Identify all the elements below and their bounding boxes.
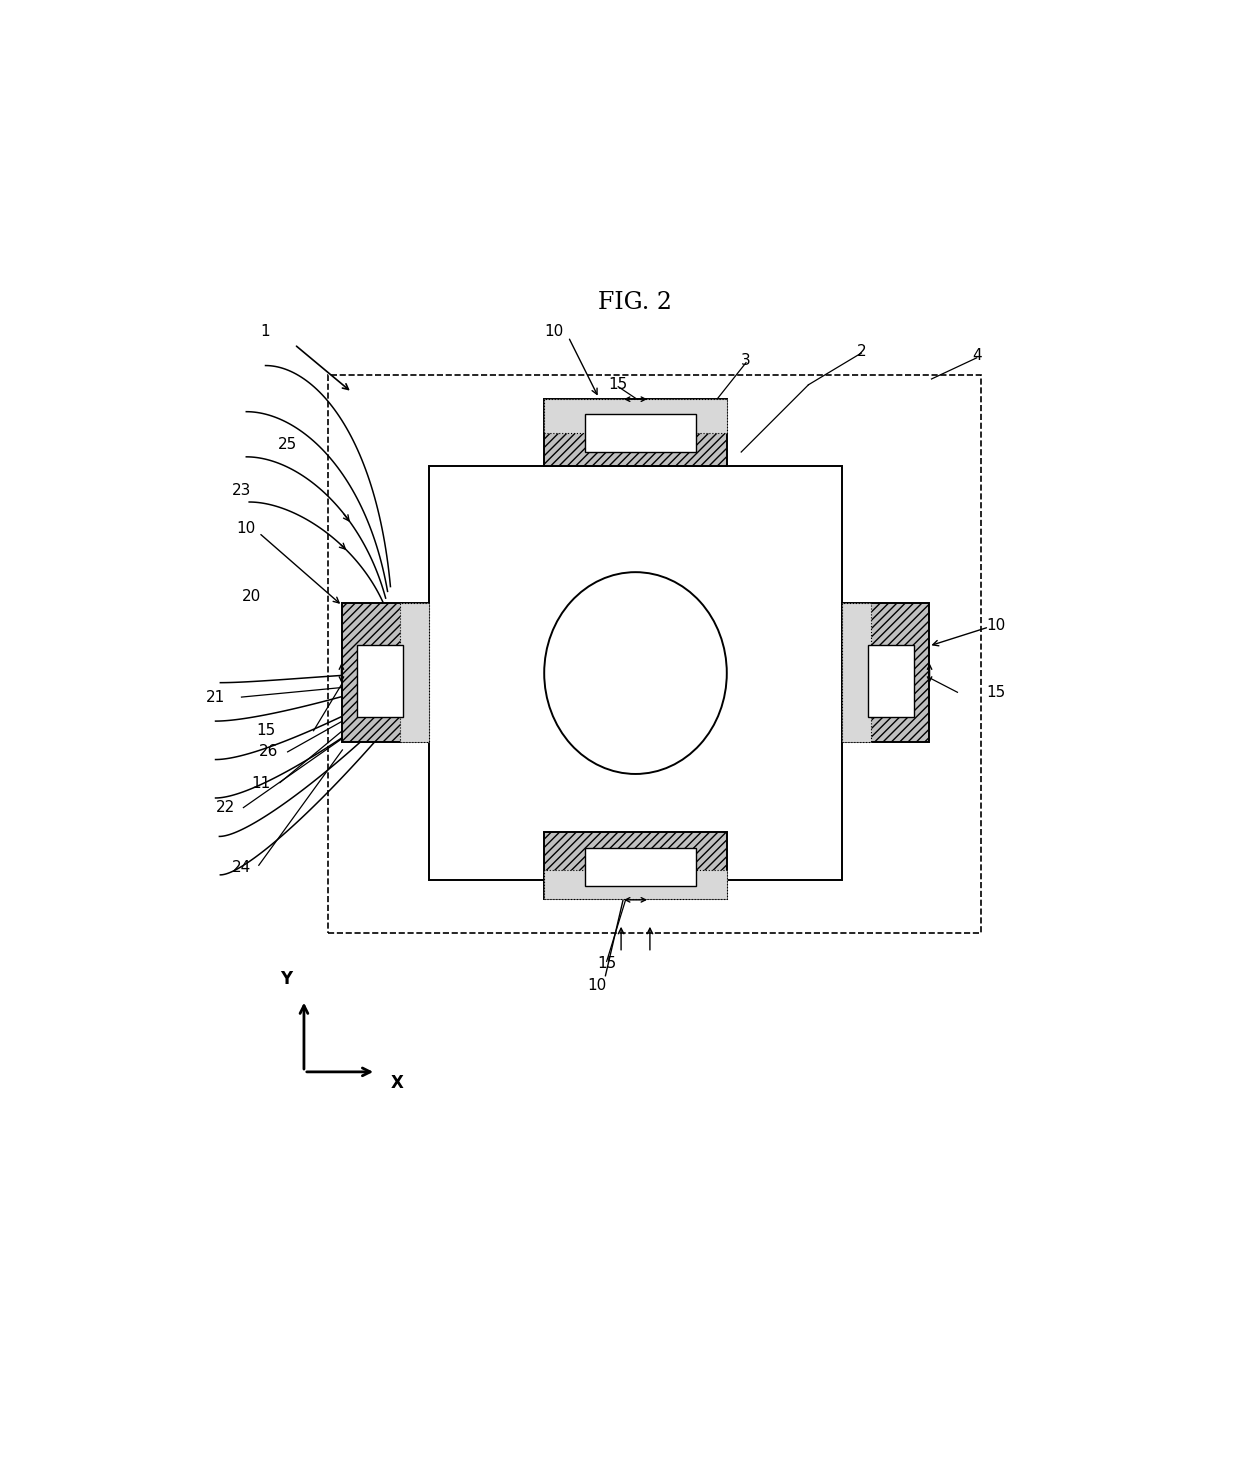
Bar xyxy=(544,399,727,466)
Bar xyxy=(544,399,727,432)
Bar xyxy=(544,869,727,899)
Text: 26: 26 xyxy=(259,745,278,759)
Ellipse shape xyxy=(544,572,727,774)
Text: FIG. 2: FIG. 2 xyxy=(599,290,672,314)
Bar xyxy=(429,466,842,880)
Text: 23: 23 xyxy=(232,482,252,498)
Bar xyxy=(842,603,870,742)
Bar xyxy=(401,603,429,742)
Text: 10: 10 xyxy=(544,324,563,340)
Bar xyxy=(342,603,429,742)
Text: 1: 1 xyxy=(260,324,270,340)
Text: 11: 11 xyxy=(250,776,270,792)
Text: X: X xyxy=(391,1075,403,1092)
Bar xyxy=(357,645,403,717)
Bar xyxy=(327,375,982,932)
Text: 15: 15 xyxy=(255,723,275,739)
Text: 4: 4 xyxy=(972,349,982,364)
Bar xyxy=(584,413,696,452)
Text: 15: 15 xyxy=(609,377,627,393)
Text: 20: 20 xyxy=(242,589,260,604)
Bar xyxy=(584,847,696,887)
Text: 15: 15 xyxy=(986,685,1006,699)
Bar xyxy=(868,645,914,717)
Text: 3: 3 xyxy=(742,353,751,368)
Text: 10: 10 xyxy=(237,522,255,537)
Text: 24: 24 xyxy=(232,859,252,875)
Text: 2: 2 xyxy=(857,343,867,359)
Text: 10: 10 xyxy=(588,978,606,992)
Text: 15: 15 xyxy=(596,956,616,970)
Bar xyxy=(842,603,929,742)
Bar xyxy=(544,831,727,899)
Text: 21: 21 xyxy=(206,689,226,705)
Text: 10: 10 xyxy=(986,617,1006,632)
Text: 25: 25 xyxy=(278,437,298,452)
Text: Y: Y xyxy=(280,970,293,988)
Text: 22: 22 xyxy=(216,800,234,815)
